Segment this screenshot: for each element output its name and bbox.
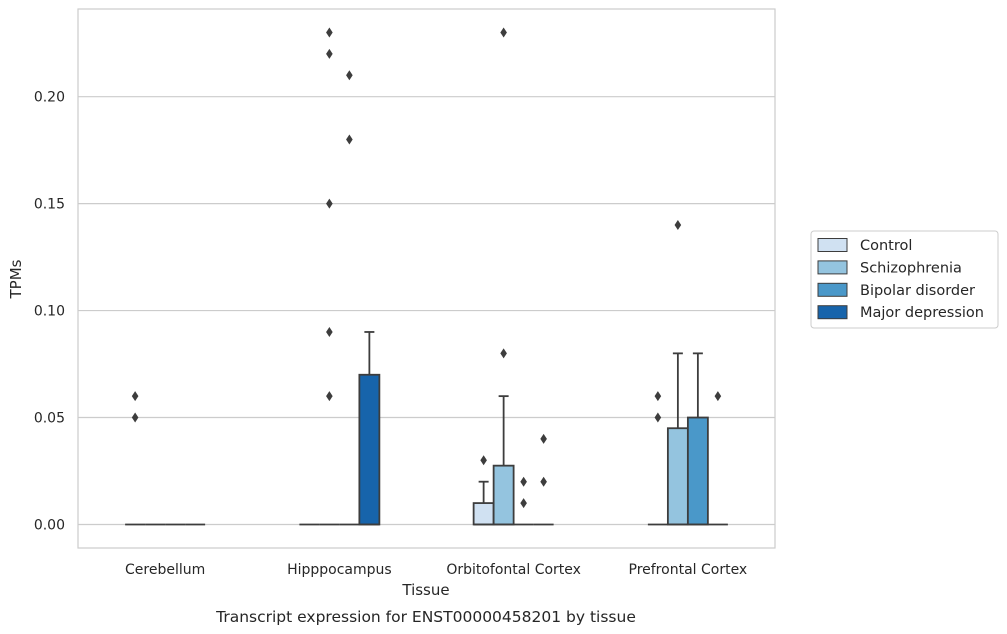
outlier-point (540, 476, 547, 487)
x-axis-label: Tissue (401, 581, 449, 599)
outlier-point (674, 220, 682, 231)
box-body (472, 502, 495, 526)
legend-swatch (817, 305, 848, 320)
outlier-point (654, 391, 662, 402)
legend-swatch (817, 260, 848, 275)
legend-swatch (817, 282, 848, 297)
x-tick-label: Prefrontal Cortex (629, 562, 748, 578)
y-axis-label: TPMs (7, 259, 25, 299)
outlier-point (131, 412, 139, 423)
box-schizophrenia (492, 395, 515, 526)
outlier-point (500, 348, 507, 359)
box-body (666, 427, 689, 526)
chart-caption: Transcript expression for ENST0000045820… (215, 608, 636, 626)
box-schizophrenia (666, 352, 689, 526)
y-tick-label: 0.10 (34, 304, 65, 320)
box-control (472, 480, 495, 526)
y-tick-label: 0.15 (34, 197, 65, 213)
legend-swatch (817, 238, 848, 252)
outlier-point (346, 70, 353, 81)
outlier-point (326, 198, 333, 209)
outlier-point (714, 391, 722, 402)
legend-label: Bipolar disorder (860, 283, 975, 299)
legend-label: Major depression (860, 305, 984, 321)
outlier-point (326, 27, 333, 38)
y-tick-label: 0.00 (34, 517, 65, 533)
outlier-point (346, 134, 353, 145)
box-plots (125, 331, 728, 526)
box-body (492, 464, 515, 526)
box-major-depression (358, 331, 381, 526)
outlier-point (540, 433, 547, 444)
x-tick-label: Cerebellum (125, 562, 205, 578)
box-body (686, 416, 709, 526)
y-tick-label: 0.20 (34, 90, 65, 106)
box-bipolar-disorder (686, 352, 709, 526)
outlier-markers (131, 27, 722, 509)
outlier-point (520, 498, 527, 509)
outlier-point (500, 27, 507, 38)
legend-label: Schizophrenia (860, 260, 962, 276)
legend: Control Schizophrenia Bipolar disorder Majo… (810, 230, 999, 329)
box-body (358, 373, 381, 526)
plot-frame (77, 8, 776, 549)
legend-frame (810, 230, 999, 329)
outlier-point (326, 326, 333, 337)
outlier-point (326, 48, 333, 59)
outlier-point (131, 391, 139, 402)
x-tick-label: Orbitofontal Cortex (446, 562, 581, 578)
outlier-point (520, 476, 527, 487)
x-tick-labels: Cerebellum Hipppocampus Orbitofontal Corte… (125, 562, 747, 578)
y-tick-label: 0.05 (34, 411, 65, 427)
legend-label: Control (860, 238, 912, 254)
y-tick-labels: 0.00 0.05 0.10 0.15 0.20 (34, 90, 65, 534)
outlier-point (326, 391, 333, 402)
x-tick-label: Hipppocampus (287, 562, 392, 578)
outlier-point (654, 412, 662, 423)
outlier-point (480, 455, 487, 466)
